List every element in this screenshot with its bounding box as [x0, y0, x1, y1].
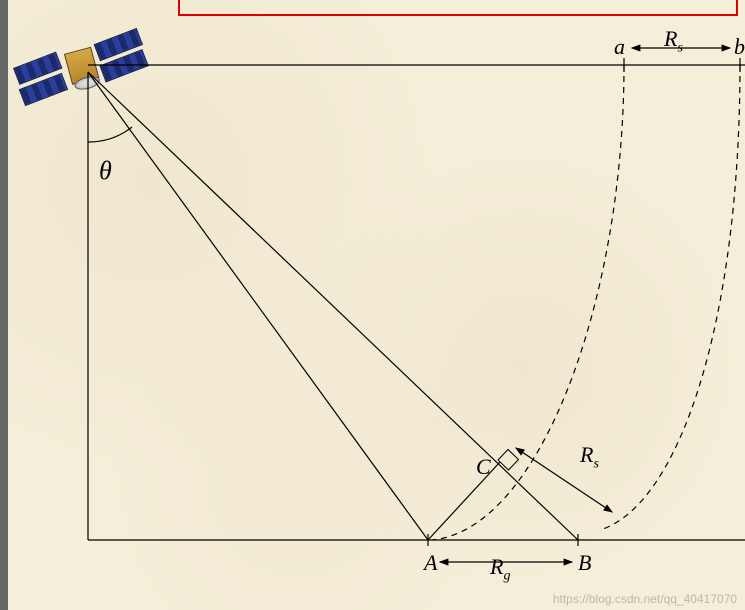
label-A: A: [424, 550, 437, 576]
slant-to-B: [88, 72, 578, 540]
label-theta: θ: [99, 156, 112, 186]
slant-to-A: [88, 72, 428, 540]
label-Rs-top: Rs: [664, 26, 683, 56]
label-C: C: [476, 454, 491, 480]
geometry-diagram: [0, 0, 745, 610]
theta-arc: [88, 127, 132, 142]
label-a: a: [614, 34, 625, 60]
label-b: b: [734, 34, 745, 60]
label-B: B: [578, 550, 591, 576]
watermark: https://blog.csdn.net/qq_40417070: [553, 592, 737, 606]
label-Rs-slant: Rs: [580, 442, 599, 472]
label-Rg: Rg: [490, 554, 510, 584]
